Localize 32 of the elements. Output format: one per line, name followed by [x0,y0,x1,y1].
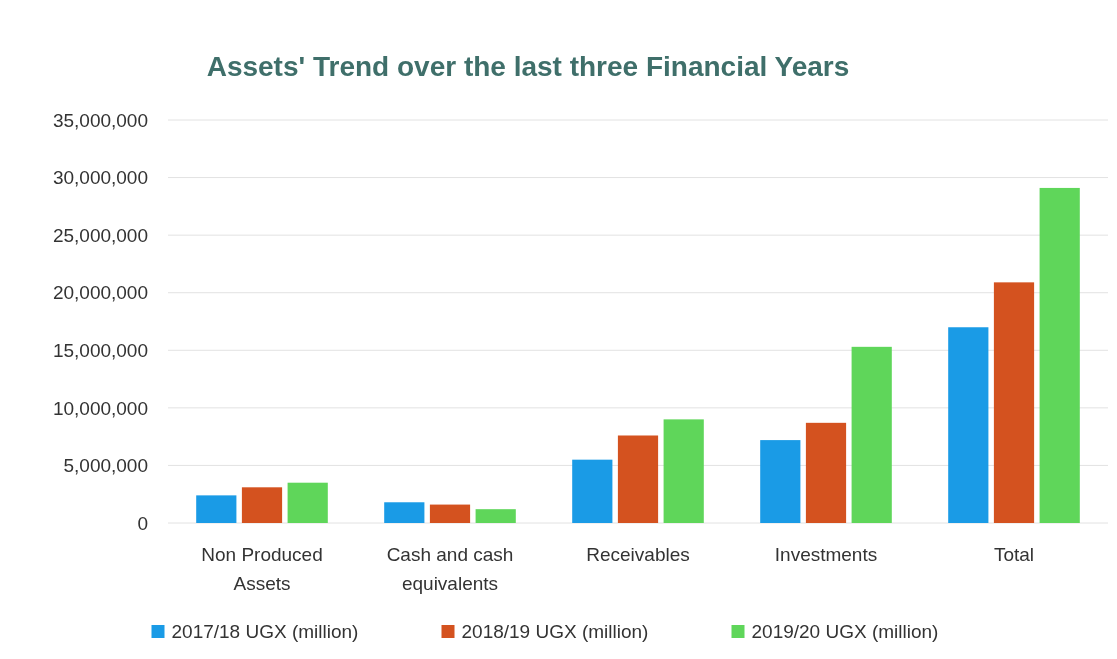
bar [475,509,516,523]
x-tick-label: Non Produced Assets [201,544,323,594]
bar [384,502,425,523]
bar [241,487,283,523]
bar [993,282,1035,523]
legend-label: 2018/19 UGX (million) [461,621,649,642]
y-tick-label: 15,000,000 [52,339,148,361]
legend-label: 2017/18 UGX (million) [171,621,359,642]
bar [948,327,989,523]
x-tick-label: Cash and cash equivalents [386,544,514,594]
y-tick-label: 25,000,000 [52,224,148,246]
bar [287,482,328,523]
x-tick-label: Receivables [586,544,690,565]
y-tick-label: 30,000,000 [52,167,148,189]
chart-title: Assets' Trend over the last three Financial Years [206,51,850,82]
bar [760,440,801,523]
x-tick-label: Investments [774,544,878,565]
y-tick-label: 35,000,000 [52,109,148,131]
y-tick-label: 20,000,000 [52,282,148,304]
bar [663,419,704,523]
bar [851,346,892,523]
bar [429,504,471,523]
bar [1039,187,1080,523]
x-tick-label: Total [993,544,1035,565]
bar [805,422,847,523]
legend-label: 2019/20 UGX (million) [751,621,939,642]
y-tick-label: 10,000,000 [52,397,148,419]
bar [572,459,613,523]
bar [196,495,237,523]
bar [617,435,659,523]
y-tick-label: 5,000,000 [63,455,148,477]
y-tick-label: 0 [137,512,148,534]
